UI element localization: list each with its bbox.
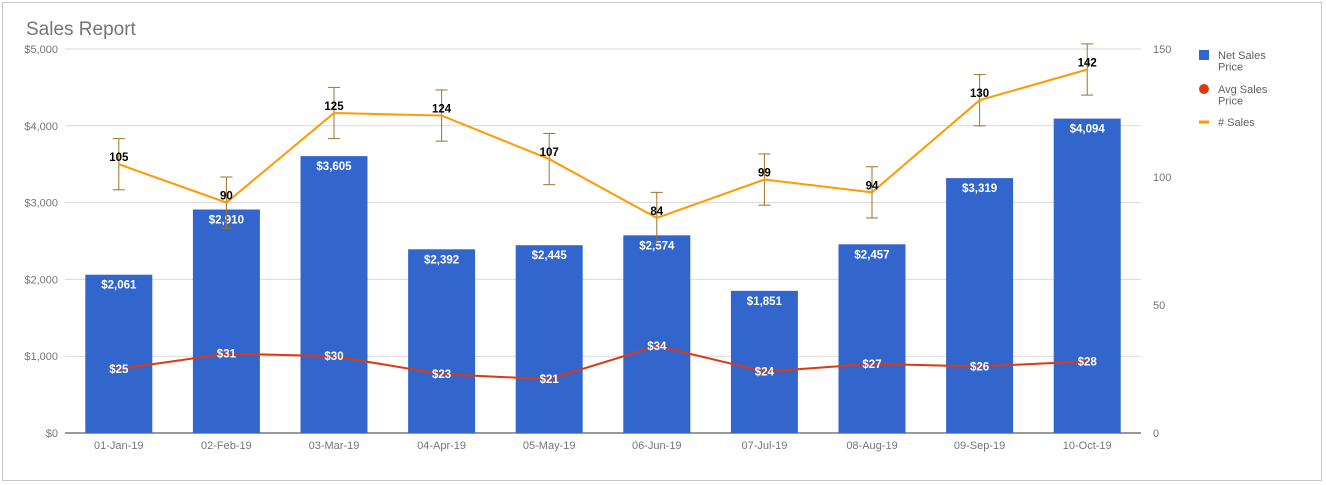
bar-net-sales: [408, 249, 476, 433]
legend-label: Net Sales: [1218, 50, 1266, 62]
line-number-of-sales: [118, 68, 1088, 220]
bar-data-label: $2,457: [854, 249, 889, 261]
bar-net-sales: [85, 274, 153, 433]
point-avg-sales-price: [655, 344, 659, 348]
sales-count-data-label: 107: [540, 147, 559, 159]
bar-data-label: $3,319: [962, 183, 997, 195]
y-right-tick-label: 100: [1153, 172, 1171, 184]
y-right-tick-label: 50: [1153, 300, 1165, 312]
avg-data-label: $31: [217, 349, 237, 361]
x-tick-label: 07-Jul-19: [741, 440, 787, 452]
bar-data-label: $1,851: [747, 296, 783, 308]
legend-label: Price: [1218, 96, 1243, 108]
legend-marker-square: [1199, 50, 1209, 60]
sales-count-data-label: 125: [324, 101, 344, 113]
sales-count-data-label: 94: [866, 180, 879, 192]
point-avg-sales-price: [870, 362, 874, 366]
avg-data-label: $26: [970, 361, 989, 373]
x-tick-label: 04-Apr-19: [417, 440, 466, 452]
bar-net-sales: [730, 290, 798, 433]
avg-data-label: $28: [1078, 356, 1098, 368]
y-left-tick-label: $1,000: [24, 351, 58, 363]
bar-net-sales: [515, 245, 583, 433]
bar-data-label: $2,392: [424, 254, 459, 266]
chart-title: Sales Report: [26, 19, 136, 40]
x-tick-label: 02-Feb-19: [201, 440, 252, 452]
avg-data-label: $27: [862, 359, 881, 371]
point-avg-sales-price: [1085, 359, 1089, 363]
point-avg-sales-price: [440, 372, 444, 376]
x-tick-label: 05-May-19: [523, 440, 576, 452]
bar-net-sales: [946, 178, 1014, 433]
bar-net-sales: [623, 235, 691, 433]
point-avg-sales-price: [978, 364, 982, 368]
bar-data-label: $2,574: [639, 240, 675, 252]
y-left-tick-label: $3,000: [24, 198, 58, 210]
sales-count-data-label: 130: [970, 88, 989, 100]
x-tick-label: 09-Sep-19: [954, 440, 1005, 452]
bar-net-sales: [838, 244, 906, 433]
point-avg-sales-price: [762, 370, 766, 374]
legend-label: Avg Sales: [1218, 84, 1268, 96]
point-avg-sales-price: [547, 377, 551, 381]
avg-data-label: $23: [432, 369, 451, 381]
x-tick-label: 06-Jun-19: [632, 440, 682, 452]
point-avg-sales-price: [224, 352, 228, 356]
avg-data-label: $30: [324, 351, 343, 363]
legend-marker-line: [1199, 120, 1209, 124]
bar-data-label: $3,605: [316, 161, 352, 173]
bar-data-label: $2,445: [532, 250, 568, 262]
y-right-tick-label: 0: [1153, 428, 1159, 440]
sales-count-data-label: 105: [109, 152, 129, 164]
avg-data-label: $21: [540, 374, 560, 386]
x-tick-label: 10-Oct-19: [1063, 440, 1112, 452]
bar-net-sales: [192, 209, 260, 433]
y-left-tick-label: $5,000: [24, 44, 58, 56]
y-right-tick-label: 150: [1153, 44, 1171, 56]
legend-label: # Sales: [1218, 117, 1255, 129]
x-tick-label: 08-Aug-19: [846, 440, 897, 452]
y-left-tick-label: $2,000: [24, 274, 58, 286]
bar-data-label: $4,094: [1070, 124, 1106, 136]
y-left-tick-label: $0: [46, 428, 58, 440]
point-avg-sales-price: [332, 354, 336, 358]
sales-count-data-label: 84: [650, 206, 663, 218]
x-tick-label: 01-Jan-19: [94, 440, 144, 452]
point-avg-sales-price: [117, 367, 121, 371]
bar-data-label: $2,061: [101, 280, 137, 292]
line-avg-sales-price: [118, 344, 1088, 381]
avg-data-label: $25: [109, 364, 129, 376]
sales-count-data-label: 90: [220, 191, 233, 203]
y-left-tick-label: $4,000: [24, 121, 58, 133]
legend-marker-circle: [1199, 84, 1209, 94]
bar-net-sales: [300, 156, 368, 434]
sales-count-data-label: 99: [758, 168, 771, 180]
bar-net-sales: [1053, 118, 1121, 433]
avg-data-label: $34: [647, 341, 667, 353]
legend-label: Price: [1218, 62, 1243, 74]
sales-count-data-label: 142: [1078, 57, 1097, 69]
sales-count-data-label: 124: [432, 104, 452, 116]
avg-data-label: $24: [755, 367, 775, 379]
x-tick-label: 03-Mar-19: [309, 440, 360, 452]
